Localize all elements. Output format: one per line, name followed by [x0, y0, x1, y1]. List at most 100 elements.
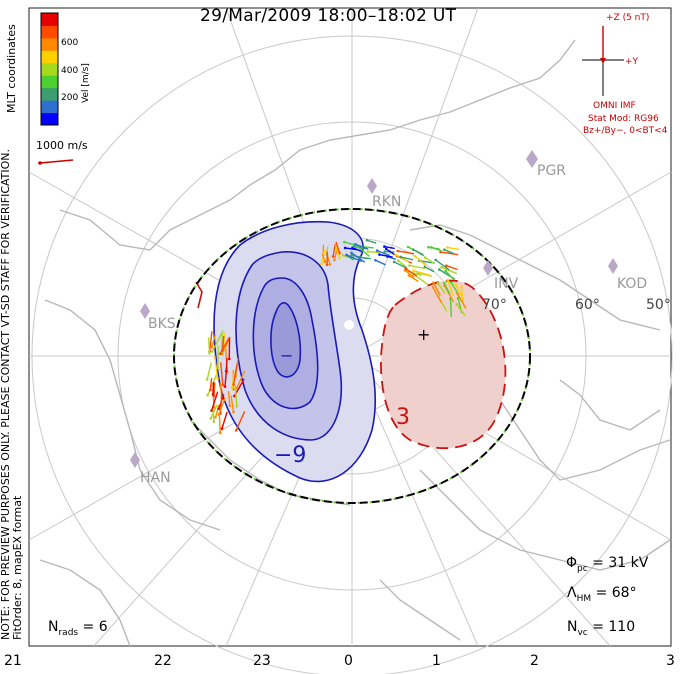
site-marker-inv	[483, 260, 493, 276]
velocity-vector-origin	[205, 378, 209, 381]
velocity-vector-origin	[220, 352, 224, 356]
velocity-vector-origin	[328, 263, 332, 266]
velocity-vector-origin	[434, 258, 438, 262]
velocity-vector-origin	[436, 281, 440, 285]
velocity-vector	[413, 249, 425, 257]
mlt-tick-21: 21	[4, 653, 22, 669]
site-marker-kod	[608, 258, 618, 274]
site-label-pgr: PGR	[537, 163, 567, 179]
hm-boundary	[173, 208, 531, 504]
velocity-vector-origin	[230, 386, 234, 389]
imf-dial	[582, 26, 624, 96]
velocity-vector	[218, 397, 226, 415]
velocity-vector-origin	[206, 394, 209, 397]
mlt-tick-2: 2	[530, 653, 539, 669]
site-marker-bks	[140, 303, 150, 319]
velocity-vector-origin	[234, 429, 238, 432]
velocity-vector-origin	[214, 416, 217, 419]
velocity-vector-origin	[216, 366, 219, 370]
velocity-vector	[446, 265, 458, 271]
velocity-vector-origin	[350, 254, 353, 257]
colorbar-tick-400: 400	[61, 66, 79, 76]
velocity-vector	[409, 264, 426, 270]
velocity-vector	[355, 243, 369, 250]
velocity-vector-origin	[208, 351, 211, 355]
velocity-vector	[375, 259, 386, 266]
velocity-vector	[432, 287, 443, 304]
velocity-vector-origin	[228, 404, 232, 408]
radar-site-markers	[130, 150, 618, 468]
velocity-vector	[221, 411, 228, 429]
velocity-vector-origin	[443, 281, 446, 285]
velocity-vector-origin	[209, 417, 213, 420]
positive-convection-cell	[195, 279, 507, 450]
imf-stat-mod: Stat Mod: RG96	[588, 114, 659, 124]
velocity-vector	[435, 259, 450, 271]
colorbar-tick-200: 200	[61, 93, 79, 103]
velocity-vector-origin	[450, 281, 453, 284]
velocity-vector-origin	[219, 431, 222, 435]
velocity-vector-origin	[396, 249, 400, 253]
velocity-vector	[424, 256, 435, 264]
velocity-vector-origin	[350, 251, 353, 255]
site-marker-han	[130, 452, 140, 468]
velocity-vector-origin	[223, 385, 227, 388]
velocity-vector	[321, 253, 326, 262]
contour-label-min: −	[280, 346, 293, 365]
nrads-stat: Nrads = 6	[48, 619, 108, 638]
velocity-vector-origin	[338, 256, 342, 260]
velocity-vector	[379, 253, 393, 258]
site-marker-rkn	[367, 178, 377, 194]
colorbar-segment	[41, 100, 58, 114]
velocity-vector	[232, 364, 238, 385]
mlt-tick-3: 3	[666, 653, 675, 669]
velocity-vector	[212, 409, 215, 422]
velocity-vector-origin	[443, 248, 446, 251]
velocity-vector-origin	[456, 292, 459, 295]
mlt-tick-0: 0	[344, 653, 353, 669]
colorbar-title: Vel [m/s]	[81, 63, 91, 103]
velocity-vector	[376, 249, 391, 257]
side-note-line2: FitOrder: 8, mapEX format	[11, 495, 24, 640]
velocity-vector	[395, 254, 409, 263]
colorbar-segment	[41, 37, 58, 51]
reference-vector-label: 1000 m/s	[36, 139, 88, 152]
colorbar-segment	[41, 62, 58, 76]
velocity-vector	[209, 331, 213, 352]
colorbar-segment	[41, 75, 58, 89]
site-marker-pgr	[526, 150, 538, 168]
velocity-vector-origin	[383, 250, 387, 253]
reference-vector-line	[39, 159, 74, 164]
nvc-stat: Nvc = 110	[567, 619, 636, 638]
velocity-vector	[214, 404, 220, 418]
velocity-vector	[352, 247, 364, 253]
velocity-vector-origin	[232, 383, 235, 386]
velocity-vector	[208, 337, 211, 354]
velocity-vector-origin	[374, 258, 377, 262]
velocity-vector	[210, 404, 218, 419]
velocity-vector-origin	[378, 253, 381, 256]
lat-label-50: 50°	[646, 297, 671, 313]
velocity-vector-origin	[345, 253, 349, 257]
velocity-vector-origin	[446, 278, 450, 282]
contour-label-max: +	[417, 325, 430, 344]
velocity-vector	[437, 282, 446, 294]
velocity-vector	[387, 256, 397, 260]
velocity-vector-origin	[446, 246, 449, 249]
velocity-vector	[217, 346, 219, 368]
velocity-vector-origin	[354, 243, 357, 246]
velocity-vector	[445, 270, 455, 280]
velocity-vector	[335, 241, 341, 254]
velocity-vector-origin	[366, 250, 370, 253]
velocity-vector-origin	[331, 255, 335, 258]
velocity-vector	[211, 334, 216, 348]
velocity-vector-origin	[460, 285, 463, 289]
contour-label-positive: 3	[396, 405, 410, 430]
velocity-vector-origin	[235, 405, 238, 408]
velocity-vector-origin	[210, 409, 213, 412]
velocity-vector-origin	[413, 255, 417, 258]
coordinates-label: MLT coordinates	[5, 24, 18, 113]
site-label-kod: KOD	[617, 276, 648, 292]
velocity-vector	[441, 266, 458, 275]
velocity-vector-origin	[437, 268, 441, 271]
